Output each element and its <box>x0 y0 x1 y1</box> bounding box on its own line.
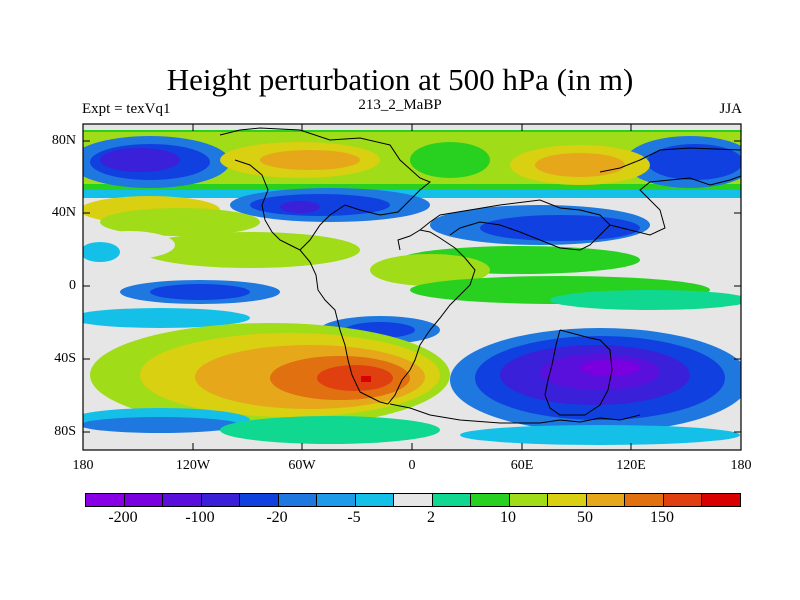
experiment-label: Expt = texVq1 <box>82 101 171 117</box>
lon-label-180e: 180 <box>730 458 752 473</box>
continent-outline <box>219 127 742 424</box>
colorbar-swatch <box>162 493 202 507</box>
colorbar-label: 10 <box>500 509 516 526</box>
colorbar-swatch <box>123 493 164 507</box>
season-label: JJA <box>719 101 742 117</box>
colorbar-label: 150 <box>650 509 674 526</box>
lon-label-60e: 60E <box>510 458 534 473</box>
axis-ticks <box>83 124 741 450</box>
lat-label-80n: 80N <box>51 133 76 148</box>
colorbar-label: 50 <box>577 509 593 526</box>
case-label: 213_2_MaBP <box>358 97 442 113</box>
lon-label-120w: 120W <box>175 458 211 473</box>
colorbar-label: -5 <box>347 509 361 526</box>
colorbar-swatch <box>470 493 510 507</box>
colorbar-swatch <box>200 493 241 507</box>
lat-label-eq: 0 <box>69 278 76 293</box>
plot-title: Height perturbation at 500 hPa (in m) <box>166 62 634 97</box>
colorbar-label: -200 <box>108 509 138 526</box>
lon-label-0: 0 <box>408 458 416 473</box>
colorbar-swatch <box>85 493 125 507</box>
colorbar-label: 2 <box>427 509 435 526</box>
colorbar-swatch <box>624 493 664 507</box>
colorbar-swatch <box>354 493 395 507</box>
lat-label-80s: 80S <box>54 424 76 439</box>
colorbar-swatch <box>662 493 703 507</box>
colorbar-swatch <box>508 493 549 507</box>
contour-fill-field <box>83 124 741 450</box>
lon-label-60w: 60W <box>288 458 316 473</box>
lon-label-180w: 180 <box>72 458 94 473</box>
colorbar-label: -100 <box>185 509 215 526</box>
colorbar-swatch <box>316 493 356 507</box>
lat-label-40n: 40N <box>51 205 76 220</box>
colorbar-swatch <box>701 493 741 507</box>
colorbar-swatch <box>277 493 318 507</box>
lon-label-120e: 120E <box>616 458 646 473</box>
lat-label-40s: 40S <box>54 351 76 366</box>
colorbar-swatch <box>393 493 433 507</box>
colorbar-swatch <box>585 493 626 507</box>
colorbar-swatch <box>431 493 472 507</box>
colorbar-swatch <box>547 493 587 507</box>
colorbar-label: -20 <box>266 509 288 526</box>
colorbar-swatch <box>239 493 279 507</box>
